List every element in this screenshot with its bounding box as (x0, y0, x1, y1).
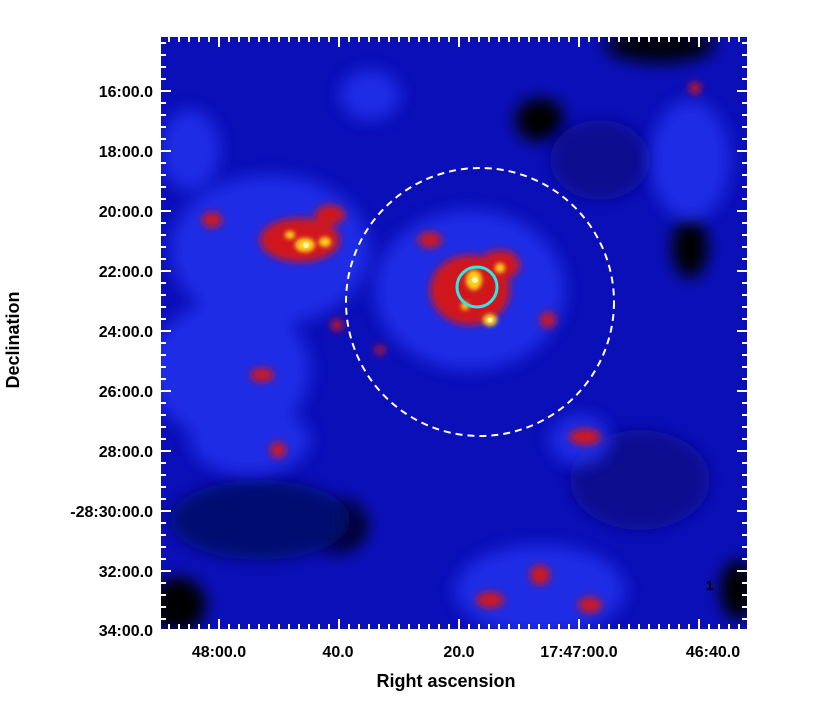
x-axis-title: Right ascension (376, 671, 515, 691)
axis-ticks (161, 37, 747, 629)
x-axis-tick-labels: 48:00.0 40.0 20.0 17:47:00.0 46:40.0 (192, 644, 740, 661)
peak-emission (303, 242, 493, 323)
y-tick-label: 34:00.0 (99, 623, 153, 640)
y-tick-label: 18:00.0 (99, 144, 153, 161)
y-axis-tick-labels: 16:00.0 18:00.0 20:00.0 22:00.0 24:00.0 … (70, 84, 153, 640)
large-dashed-circle (345, 167, 615, 437)
x-tick-label: 17:47:00.0 (540, 644, 617, 661)
dark-regions (161, 37, 747, 629)
y-tick-label: -28:30:00.0 (70, 504, 153, 521)
y-tick-label: 16:00.0 (99, 84, 153, 101)
small-cyan-circle (455, 265, 499, 309)
x-tick-label: 20.0 (443, 644, 474, 661)
y-tick-label: 20:00.0 (99, 204, 153, 221)
y-tick-label: 32:00.0 (99, 564, 153, 581)
x-tick-label: 40.0 (322, 644, 353, 661)
intensity-map: 1 (161, 37, 747, 629)
y-axis-title: Declination (3, 291, 23, 388)
corner-mark: 1 (706, 578, 713, 593)
y-tick-label: 22:00.0 (99, 264, 153, 281)
x-tick-label: 48:00.0 (192, 644, 246, 661)
y-tick-label: 28:00.0 (99, 444, 153, 461)
y-tick-label: 26:00.0 (99, 384, 153, 401)
x-tick-label: 46:40.0 (686, 644, 740, 661)
y-tick-label: 24:00.0 (99, 324, 153, 341)
